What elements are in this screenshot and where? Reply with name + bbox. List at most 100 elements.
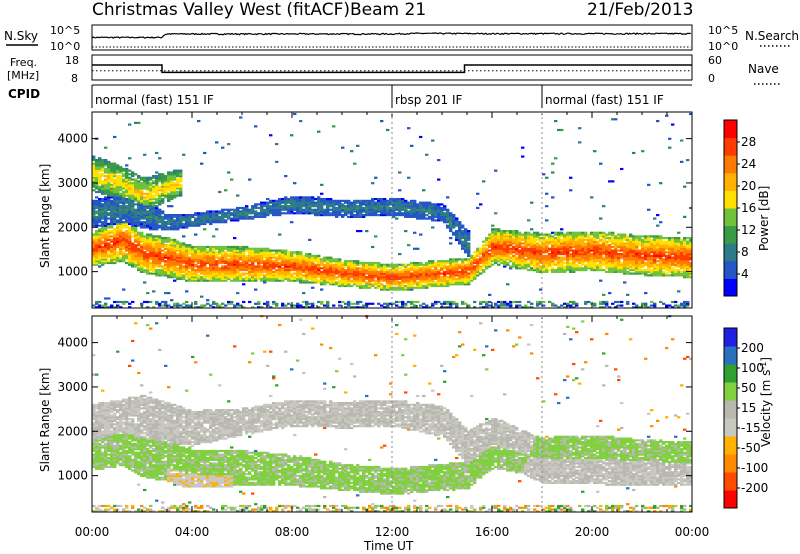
heatmap-cell [140, 238, 144, 241]
heatmap-cell [335, 206, 339, 210]
heatmap-cell [575, 251, 579, 254]
heatmap-cell [578, 267, 582, 270]
heatmap-cell [431, 283, 435, 286]
heatmap-cell [575, 304, 579, 307]
heatmap-cell [374, 274, 378, 277]
heatmap-cell [101, 199, 105, 202]
heatmap-cell [383, 205, 387, 208]
heatmap-cell [542, 249, 546, 252]
heatmap-cell [371, 203, 375, 206]
heatmap-cell [497, 228, 501, 231]
heatmap-cell [314, 272, 318, 275]
heatmap-cell [116, 237, 120, 240]
heatmap-cell [269, 199, 273, 202]
heatmap-cell [113, 228, 117, 231]
heatmap-cell [521, 235, 525, 238]
heatmap-cell [236, 215, 240, 218]
heatmap-cell [146, 199, 150, 202]
heatmap-cell [134, 189, 138, 192]
heatmap-cell [446, 196, 450, 199]
heatmap-cell [434, 206, 438, 210]
heatmap-cell [449, 279, 453, 282]
heatmap-cell [128, 182, 132, 185]
heatmap-cell [521, 251, 525, 254]
heatmap-cell [104, 190, 108, 194]
heatmap-cell [311, 210, 315, 213]
heatmap-cell [191, 277, 195, 280]
heatmap-cell [545, 260, 549, 263]
heatmap-cell [383, 214, 387, 217]
heatmap-cell [266, 304, 270, 307]
heatmap-cell [374, 176, 378, 179]
heatmap-cell [101, 231, 105, 234]
heatmap-cell [146, 210, 150, 213]
heatmap-cell [362, 267, 366, 270]
heatmap-cell [110, 176, 114, 179]
heatmap-cell [278, 263, 282, 266]
heatmap-cell [245, 269, 249, 272]
heatmap-cell [176, 183, 180, 186]
heatmap-cell [224, 265, 228, 268]
heatmap-cell [167, 176, 171, 179]
heatmap-cell [515, 233, 519, 236]
heatmap-cell [386, 203, 390, 206]
heatmap-cell [551, 260, 555, 263]
heatmap-cell [206, 253, 210, 256]
heatmap-cell [491, 254, 495, 257]
heatmap-cell [497, 247, 501, 250]
heatmap-cell [164, 261, 168, 265]
heatmap-cell [110, 240, 114, 243]
heatmap-cell [488, 240, 492, 243]
heatmap-cell [323, 265, 327, 268]
heatmap-cell [518, 245, 522, 249]
heatmap-cell [272, 210, 276, 213]
heatmap-cell [446, 279, 450, 282]
heatmap-cell [500, 247, 504, 250]
heatmap-cell [92, 157, 96, 160]
heatmap-cell [248, 277, 252, 280]
heatmap-cell [581, 260, 585, 263]
heatmap-cell [149, 261, 153, 265]
heatmap-cell [200, 214, 204, 217]
heatmap-cell [449, 261, 453, 265]
heatmap-cell [134, 245, 138, 249]
heatmap-cell [335, 267, 339, 270]
heatmap-cell [392, 212, 396, 215]
heatmap-cell [134, 254, 138, 257]
heatmap-cell [452, 277, 456, 280]
heatmap-cell [149, 251, 153, 254]
heatmap-cell [161, 217, 165, 220]
heatmap-cell [254, 251, 258, 254]
heatmap-cell [392, 288, 396, 291]
heatmap-cell [407, 176, 411, 179]
heatmap-cell [464, 238, 468, 241]
heatmap-cell [299, 306, 303, 309]
heatmap-cell [146, 260, 150, 263]
heatmap-cell [422, 270, 426, 273]
heatmap-cell [551, 253, 555, 256]
heatmap-cell [167, 240, 171, 243]
heatmap-cell [218, 212, 222, 215]
heatmap-cell [269, 256, 273, 259]
heatmap-cell [152, 237, 156, 240]
heatmap-cell [329, 258, 333, 261]
heatmap-cell [260, 249, 264, 252]
heatmap-cell [272, 253, 276, 256]
heatmap-cell [569, 237, 573, 240]
heatmap-cell [182, 215, 186, 218]
heatmap-cell [131, 245, 135, 249]
heatmap-cell [347, 302, 351, 305]
heatmap-cell [281, 279, 285, 282]
heatmap-cell [101, 189, 105, 192]
heatmap-cell [572, 256, 576, 259]
heatmap-cell [341, 279, 345, 282]
heatmap-cell [500, 238, 504, 241]
heatmap-cell [422, 279, 426, 282]
heatmap-cell [104, 164, 108, 167]
heatmap-cell [182, 265, 186, 268]
heatmap-cell [503, 242, 507, 245]
heatmap-cell [566, 251, 570, 254]
heatmap-cell [524, 251, 528, 254]
heatmap-cell [569, 269, 573, 272]
heatmap-cell [134, 261, 138, 265]
